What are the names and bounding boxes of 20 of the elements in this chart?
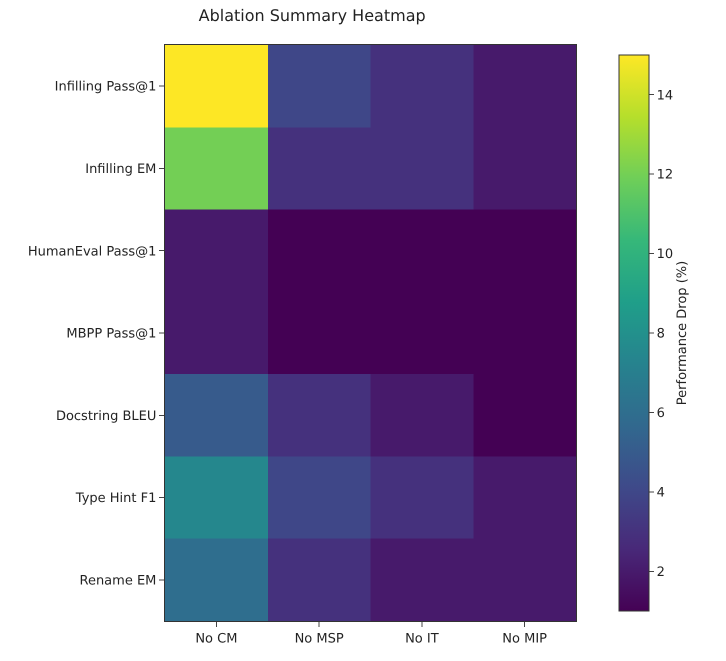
color-bar-label: 14 [656,88,674,104]
y-tick-label: HumanEval Pass@1 [28,244,156,260]
y-tick-label: Docstring BLEU [56,408,156,424]
color-bar-label: 12 [656,168,674,183]
x-tick-label: No IT [405,632,439,647]
x-tick-label: No MSP [294,632,344,647]
color-bar-label: 2 [656,564,665,580]
color-bar-label: 10 [656,247,674,262]
color-bar-label: 6 [656,406,665,421]
x-tick-label: No MIP [502,632,548,647]
y-tick-label: Infilling EM [85,162,156,177]
x-tick-label: No CM [195,632,238,647]
color-bar-label: 4 [656,485,665,500]
chart-title: Ablation Summary Heatmap [198,6,426,26]
y-tick-label: Infilling Pass@1 [54,80,156,95]
color-bar-title: Performance Drop (%) [675,260,690,406]
y-tick-label: MBPP Pass@1 [66,326,156,342]
y-tick-label: Rename EM [80,573,156,588]
color-bar-label: 8 [656,326,665,342]
y-tick-label: Type Hint F1 [74,491,156,506]
